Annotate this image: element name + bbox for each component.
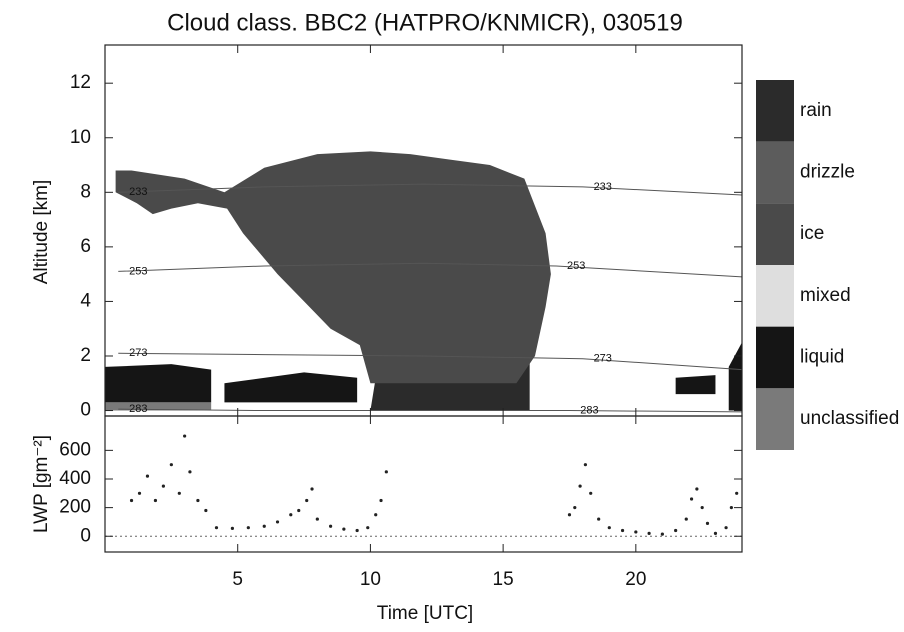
lwp-point <box>701 506 704 509</box>
isotherm-label: 233 <box>594 181 612 193</box>
legend-swatch <box>756 327 794 389</box>
lwp-point <box>695 487 698 490</box>
lwp-point <box>714 532 717 535</box>
lwp-point <box>366 526 369 529</box>
x-tick-label: 20 <box>625 569 646 590</box>
y-tick-label: 4 <box>80 290 91 311</box>
legend-swatch <box>756 388 794 450</box>
isotherm-label: 283 <box>129 403 147 415</box>
lwp-point <box>589 492 592 495</box>
x-tick-label: 10 <box>360 569 381 590</box>
lwp-point <box>329 525 332 528</box>
lwp-point <box>724 526 727 529</box>
lwp-point <box>735 492 738 495</box>
lwp-point <box>621 529 624 532</box>
isotherm-label: 253 <box>129 265 147 277</box>
lwp-point <box>247 526 250 529</box>
y-tick-label: 400 <box>59 468 91 489</box>
lwp-point <box>706 522 709 525</box>
lwp-point <box>379 499 382 502</box>
lwp-point <box>130 499 133 502</box>
lwp-point <box>674 529 677 532</box>
lwp-point <box>316 517 319 520</box>
y-tick-label: 0 <box>80 525 91 546</box>
cloud-region <box>676 375 716 394</box>
lwp-point <box>289 513 292 516</box>
y-axis-label: LWP [gm⁻²] <box>31 435 52 533</box>
legend-swatch <box>756 265 794 327</box>
legend-swatch <box>756 80 794 142</box>
lwp-point <box>263 525 266 528</box>
x-tick-label: 5 <box>232 569 243 590</box>
lwp-point <box>634 530 637 533</box>
lwp-point <box>305 499 308 502</box>
isotherm-label: 233 <box>129 186 147 198</box>
lwp-point <box>374 513 377 516</box>
lwp-point <box>597 517 600 520</box>
lwp-point <box>342 527 345 530</box>
lwp-point <box>138 492 141 495</box>
y-tick-label: 0 <box>80 400 91 421</box>
lwp-point <box>215 526 218 529</box>
lwp-point <box>573 506 576 509</box>
lwp-point <box>584 463 587 466</box>
lwp-point <box>385 470 388 473</box>
lwp-point <box>648 532 651 535</box>
cloud-region <box>224 372 357 402</box>
legend-swatch <box>756 142 794 204</box>
lwp-point <box>204 509 207 512</box>
cloud-region <box>729 342 742 410</box>
y-tick-label: 600 <box>59 439 91 460</box>
y-axis-label: Altitude [km] <box>31 180 52 285</box>
lwp-point <box>356 529 359 532</box>
lwp-point <box>196 499 199 502</box>
isotherm-label: 253 <box>567 260 585 272</box>
legend-label: mixed <box>800 285 851 306</box>
legend-label: drizzle <box>800 162 855 183</box>
lwp-point <box>661 533 664 536</box>
page: Cloud class. BBC2 (HATPRO/KNMICR), 03051… <box>0 0 904 632</box>
isotherm-label: 273 <box>129 347 147 359</box>
lwp-point <box>685 517 688 520</box>
y-tick-label: 10 <box>70 127 91 148</box>
lwp-point <box>162 485 165 488</box>
legend-label: ice <box>800 223 824 244</box>
lwp-point <box>578 485 581 488</box>
isotherm-label: 283 <box>580 404 598 416</box>
legend-label: unclassified <box>800 408 899 429</box>
chart: Cloud class. BBC2 (HATPRO/KNMICR), 03051… <box>0 0 904 632</box>
lwp-point <box>170 463 173 466</box>
lwp-point <box>154 499 157 502</box>
lwp-point <box>568 513 571 516</box>
lwp-point <box>297 509 300 512</box>
lwp-point <box>730 506 733 509</box>
y-tick-label: 200 <box>59 497 91 518</box>
lwp-point <box>188 470 191 473</box>
x-tick-label: 15 <box>493 569 514 590</box>
cloud-region <box>105 364 211 402</box>
y-tick-label: 2 <box>80 345 91 366</box>
lwp-point <box>231 527 234 530</box>
y-tick-label: 12 <box>70 72 91 93</box>
legend-swatch <box>756 203 794 265</box>
legend-label: rain <box>800 100 832 121</box>
lwp-point <box>183 434 186 437</box>
lwp-point <box>608 526 611 529</box>
lwp-point <box>690 497 693 500</box>
y-tick-label: 6 <box>80 236 91 257</box>
lwp-point <box>146 475 149 478</box>
lwp-point <box>178 492 181 495</box>
x-axis-label: Time [UTC] <box>377 603 473 624</box>
isotherm-label: 273 <box>594 353 612 365</box>
y-tick-label: 8 <box>80 181 91 202</box>
lwp-point <box>276 520 279 523</box>
lwp-point <box>310 487 313 490</box>
chart-title: Cloud class. BBC2 (HATPRO/KNMICR), 03051… <box>167 9 683 36</box>
legend-label: liquid <box>800 347 844 368</box>
plot-frame <box>105 416 742 552</box>
cloud-region <box>116 151 551 383</box>
